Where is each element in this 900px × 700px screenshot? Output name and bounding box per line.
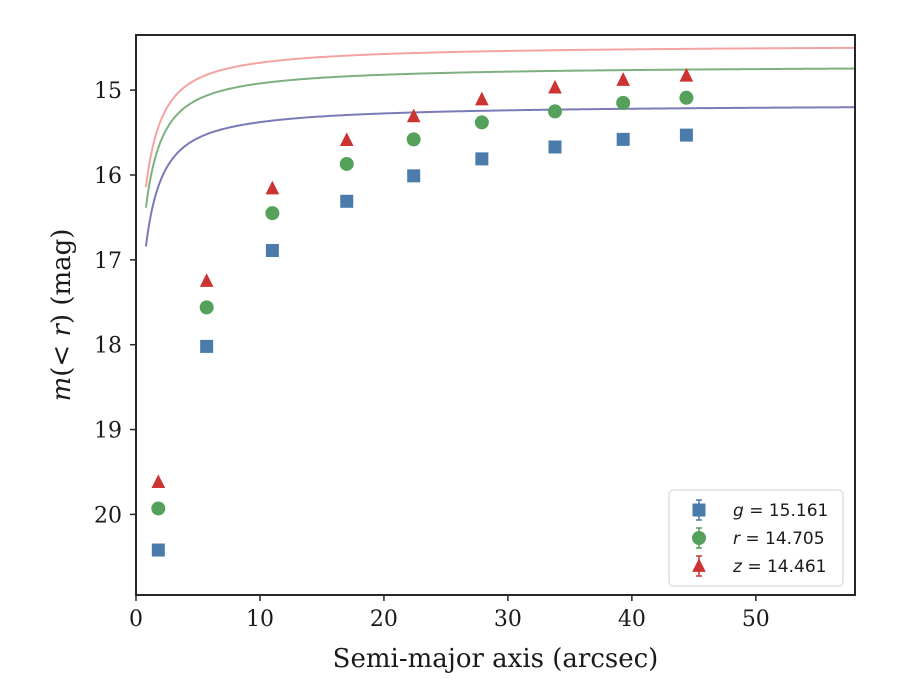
legend-value-z: = 14.461 bbox=[742, 557, 827, 577]
legend-marker-r bbox=[692, 531, 706, 545]
data-point-g bbox=[679, 128, 693, 142]
data-point-r bbox=[406, 132, 421, 147]
y-tick-label: 18 bbox=[94, 334, 122, 359]
data-point-g bbox=[616, 132, 630, 146]
x-tick-label: 30 bbox=[494, 607, 522, 632]
y-axis-title-m: m bbox=[47, 377, 77, 402]
y-axis-title-r: r bbox=[47, 323, 77, 337]
data-point-r bbox=[265, 206, 280, 221]
legend-value-r: = 14.705 bbox=[740, 529, 825, 549]
data-point-z bbox=[406, 108, 421, 123]
legend-label-r: r = 14.705 bbox=[733, 529, 825, 549]
data-point-z bbox=[548, 79, 562, 94]
fit-curve-r bbox=[144, 67, 855, 208]
y-axis-title-unit: ) (mag) bbox=[47, 229, 77, 325]
data-point-g bbox=[200, 339, 214, 353]
data-point-r bbox=[616, 95, 631, 110]
data-point-r bbox=[679, 90, 694, 105]
plot-frame bbox=[135, 34, 856, 596]
data-markers bbox=[151, 67, 694, 557]
legend-label-g: g = 15.161 bbox=[733, 501, 828, 521]
legend-marker-z bbox=[692, 558, 706, 572]
data-point-g bbox=[151, 543, 165, 557]
y-tick-label: 15 bbox=[94, 79, 122, 104]
data-point-g bbox=[548, 140, 562, 154]
data-point-g bbox=[265, 244, 279, 258]
y-axis-title: m(< r) (mag) bbox=[47, 229, 77, 402]
legend-label-z: z = 14.461 bbox=[732, 557, 826, 577]
legend-var-r: r bbox=[733, 529, 741, 549]
fit-curve-g bbox=[144, 106, 855, 247]
y-tick-label: 17 bbox=[94, 249, 122, 274]
data-point-r bbox=[151, 501, 166, 516]
data-point-r bbox=[339, 156, 354, 171]
data-point-z bbox=[616, 72, 631, 86]
data-point-r bbox=[548, 104, 563, 119]
data-point-z bbox=[151, 474, 166, 489]
y-tick-label: 19 bbox=[94, 419, 122, 444]
x-tick-label: 0 bbox=[129, 607, 143, 632]
data-point-g bbox=[340, 194, 354, 208]
legend-var-g: g bbox=[733, 501, 744, 521]
y-tick-label: 20 bbox=[94, 503, 122, 528]
data-point-r bbox=[199, 300, 214, 315]
x-tick-label: 20 bbox=[370, 607, 398, 632]
data-point-z bbox=[475, 91, 489, 106]
data-point-z bbox=[265, 180, 280, 195]
data-point-z bbox=[679, 67, 694, 82]
y-tick-label: 16 bbox=[94, 164, 122, 189]
data-point-g bbox=[407, 169, 421, 183]
legend-var-z: z bbox=[732, 557, 743, 577]
data-point-r bbox=[474, 115, 489, 130]
x-tick-label: 40 bbox=[618, 607, 646, 632]
x-tick-label: 10 bbox=[246, 607, 274, 632]
data-point-z bbox=[199, 273, 214, 287]
legend-frame bbox=[668, 489, 844, 587]
data-point-z bbox=[339, 132, 354, 147]
x-axis-title: Semi-major axis (arcsec) bbox=[333, 644, 659, 674]
data-point-g bbox=[475, 152, 489, 166]
y-axis-title-paren: (< bbox=[47, 337, 77, 377]
x-tick-label: 50 bbox=[742, 607, 770, 632]
axis-ticks: 0 10 20 30 40 50 15 16 17 18 19 20 bbox=[94, 79, 770, 632]
fit-curves bbox=[144, 46, 855, 247]
fit-curve-z bbox=[144, 46, 855, 188]
legend-value-g: = 15.161 bbox=[744, 501, 829, 521]
legend-marker-g bbox=[692, 503, 706, 517]
